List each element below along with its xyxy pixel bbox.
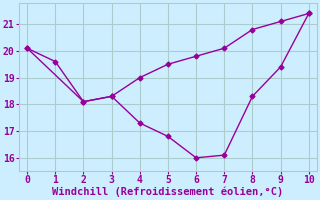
X-axis label: Windchill (Refroidissement éolien,°C): Windchill (Refroidissement éolien,°C)	[52, 187, 284, 197]
